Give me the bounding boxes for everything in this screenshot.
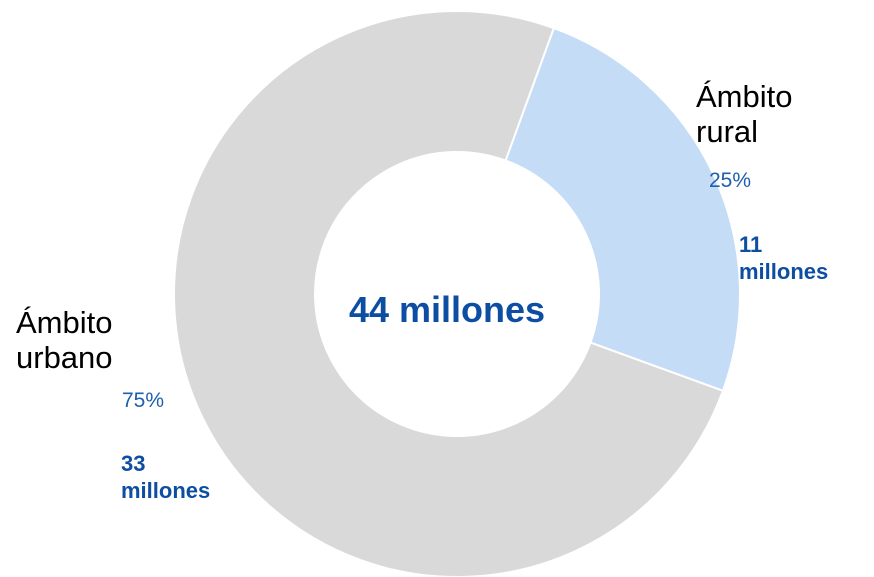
slice-name-rural-line2: rural: [696, 113, 759, 149]
slice-name-urban-line1: Ámbito: [16, 305, 113, 340]
slice-amount-urban-line1: 33: [121, 451, 146, 476]
slice-name-urban-line2: urbano: [16, 339, 113, 375]
slice-amount-rural-line2: millones: [739, 258, 829, 284]
slice-name-rural-line1: Ámbito: [696, 79, 793, 114]
slice-amount-urban-line2: millones: [121, 477, 211, 503]
slice-percent-rural: 25%: [709, 169, 752, 192]
slice-name-urban: Ámbito urbano: [16, 305, 113, 375]
center-total-label: 44 millones: [348, 289, 546, 330]
slice-percent-urban: 75%: [122, 389, 165, 412]
donut-slice-1: [173, 10, 725, 577]
slice-amount-urban: 33 millones: [121, 451, 210, 505]
donut-slice-0: [504, 26, 741, 393]
slice-amount-rural-line1: 11: [739, 232, 763, 257]
slice-name-rural: Ámbito rural: [696, 79, 793, 149]
slice-amount-rural: 11 millones: [739, 232, 828, 286]
